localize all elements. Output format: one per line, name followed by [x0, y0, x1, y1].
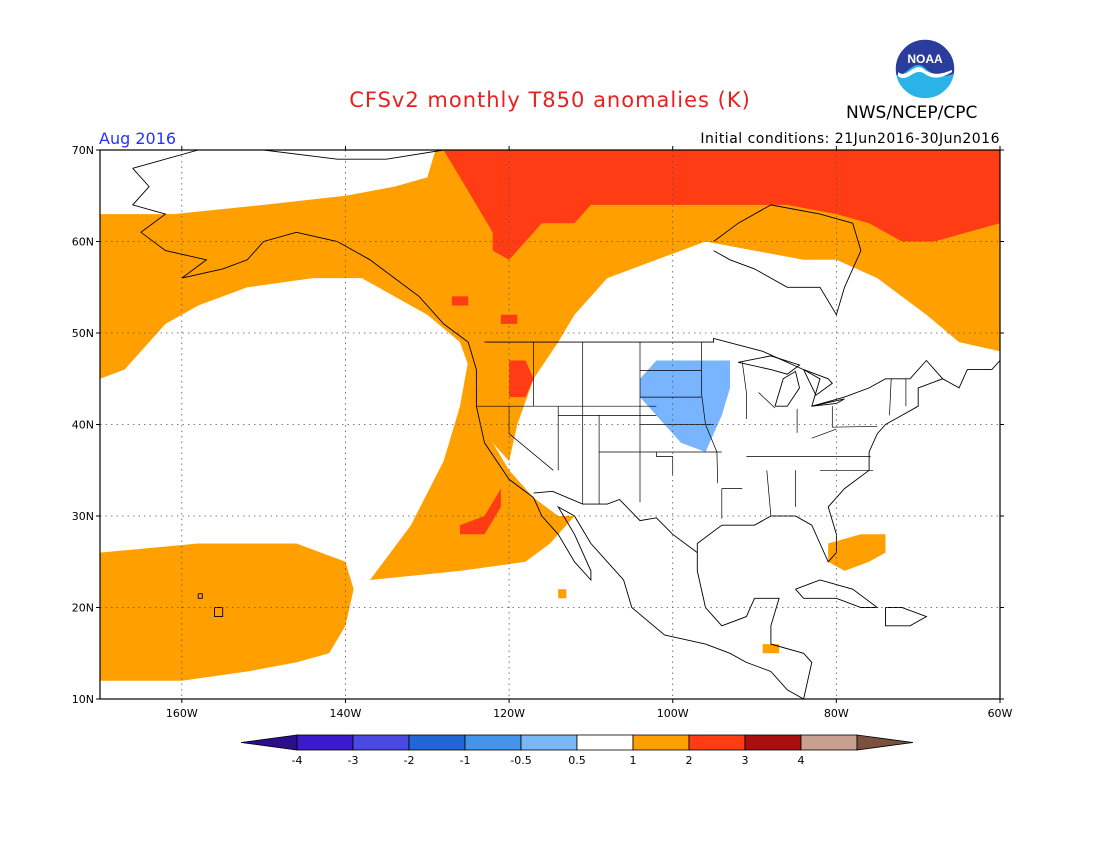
colorbar-swatch	[688, 734, 746, 751]
coastlines	[131, 150, 1000, 699]
region-warm-eastern-pacific-band	[370, 342, 575, 580]
coastline-segment	[131, 167, 804, 699]
border-segment	[758, 392, 776, 409]
logo-text: NOAA	[907, 52, 943, 66]
colorbar-swatch	[576, 734, 634, 751]
coastline-segment	[214, 607, 224, 618]
map-title: CFSv2 monthly T850 anomalies (K)	[349, 88, 751, 112]
coastline-segment	[696, 360, 1000, 699]
lat-tick-label: 40N	[72, 419, 94, 432]
coastline-segment	[811, 398, 845, 407]
coastline-segment	[738, 355, 801, 375]
region-warm-arctic-canada	[443, 150, 1000, 260]
colorbar-tick-label: -1	[460, 754, 471, 767]
colorbar-tick-label: -3	[348, 754, 359, 767]
lat-tick-label: 60N	[72, 236, 94, 249]
colorbar-high-arrow	[856, 734, 914, 751]
border-segment	[811, 428, 837, 439]
anomaly-regions	[100, 150, 1000, 681]
colorbar-swatch	[352, 734, 410, 751]
border-segment	[656, 452, 674, 475]
colorbar-swatch	[520, 734, 578, 751]
lon-tick-label: 60W	[988, 707, 1013, 720]
colorbar-tick-label: 2	[686, 754, 693, 767]
colorbar-tick-label: -4	[292, 754, 303, 767]
border-segment	[766, 470, 772, 517]
lat-tick-label: 20N	[72, 602, 94, 615]
org-label: NWS/NCEP/CPC	[846, 103, 978, 123]
border-segment	[831, 406, 878, 428]
colorbar-tick-label: -0.5	[510, 754, 531, 767]
lat-tick-label: 10N	[72, 693, 94, 706]
colorbar-tick-label: 1	[630, 754, 637, 767]
gridlines	[100, 150, 1000, 699]
colorbar-low-arrow	[240, 734, 298, 751]
colorbar-tick-label: 4	[798, 754, 805, 767]
initial-conditions: Initial conditions: 21Jun2016-30Jun2016	[700, 131, 1000, 147]
coastline-segment	[774, 370, 800, 407]
coastline-segment	[885, 607, 928, 627]
colorbar: -4 -3 -2 -1 -0.5 0.5 1 2 3 4	[240, 734, 914, 767]
colorbar-tick-label: -2	[404, 754, 415, 767]
lon-tick-label: 100W	[657, 707, 689, 720]
region-warm-central-america-spot	[762, 644, 780, 654]
colorbar-swatch	[464, 734, 522, 751]
border-segment	[741, 362, 747, 419]
colorbar-tick-label: 0.5	[568, 754, 586, 767]
region-warm-northwest-spot	[500, 314, 518, 324]
region-warm-hawaii-region	[100, 543, 354, 681]
coastline-segment	[803, 369, 833, 396]
region-warm-west-atlantic-spot	[828, 534, 886, 571]
coastline-segment	[795, 579, 879, 608]
region-warm-pacific-nw-spot	[509, 360, 534, 398]
lon-tick-label: 80W	[824, 707, 849, 720]
lat-tick-label: 50N	[72, 327, 94, 340]
lat-tick-label: 70N	[72, 144, 94, 157]
forecast-month: Aug 2016	[99, 129, 177, 148]
region-warm-gulf-california-spot	[558, 589, 567, 599]
colorbar-swatch	[744, 734, 802, 751]
border-segment	[889, 378, 892, 416]
lon-tick-label: 120W	[493, 707, 525, 720]
colorbar-swatch	[296, 734, 354, 751]
coastline-segment	[197, 593, 203, 599]
lon-tick-label: 140W	[330, 707, 362, 720]
colorbar-swatch	[800, 734, 858, 751]
noaa-logo: NOAA	[894, 38, 956, 100]
region-warm-yukon-spot	[451, 296, 469, 306]
lon-tick-label: 160W	[166, 707, 198, 720]
region-warm-north-pacific-alaska	[100, 150, 1000, 462]
colorbar-tick-label: 3	[742, 754, 749, 767]
lat-tick-label: 30N	[72, 510, 94, 523]
colorbar-swatch	[632, 734, 690, 751]
coastline-segment	[713, 204, 862, 316]
map-axes: 70N 60N 50N 40N 30N 20N 10N 160W 140W 120W 100W 80W…	[72, 144, 1013, 720]
coastline-segment	[533, 490, 698, 553]
region-warm-baja-spot	[460, 488, 501, 535]
colorbar-swatch	[408, 734, 466, 751]
coastline-segment	[132, 150, 444, 169]
